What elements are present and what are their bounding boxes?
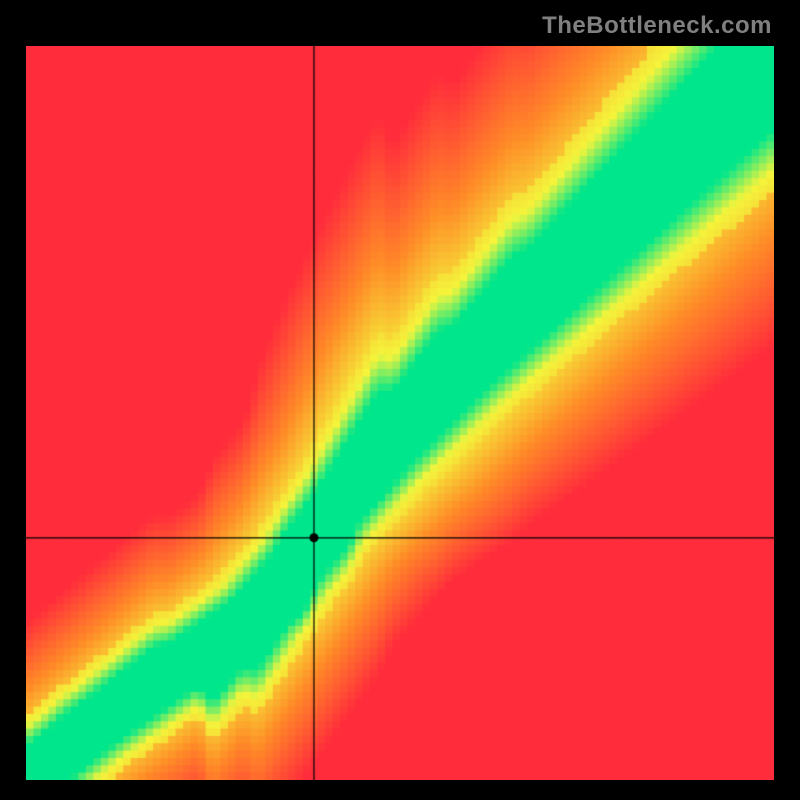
bottleneck-heatmap (26, 46, 774, 780)
watermark-text: TheBottleneck.com (542, 12, 772, 40)
